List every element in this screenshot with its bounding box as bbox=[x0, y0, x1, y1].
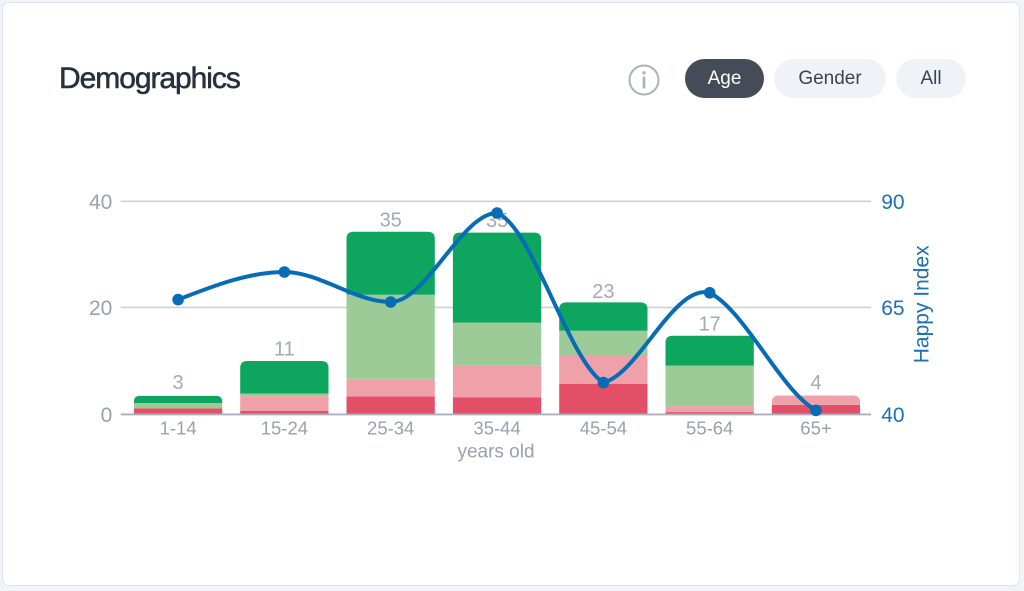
svg-text:20: 20 bbox=[89, 297, 112, 320]
svg-text:25-34: 25-34 bbox=[367, 417, 414, 438]
svg-text:1-14: 1-14 bbox=[160, 417, 197, 438]
svg-text:23: 23 bbox=[592, 281, 614, 303]
svg-text:65+: 65+ bbox=[800, 417, 831, 438]
svg-text:15-24: 15-24 bbox=[261, 417, 308, 438]
svg-text:years old: years old bbox=[457, 442, 534, 463]
svg-text:40: 40 bbox=[89, 191, 112, 214]
svg-text:3: 3 bbox=[173, 372, 184, 394]
svg-text:55-64: 55-64 bbox=[686, 417, 733, 438]
svg-text:35-44: 35-44 bbox=[473, 417, 520, 438]
svg-text:90: 90 bbox=[881, 191, 904, 214]
svg-text:4: 4 bbox=[810, 372, 821, 394]
svg-text:17: 17 bbox=[699, 313, 721, 335]
svg-text:45-54: 45-54 bbox=[580, 417, 627, 438]
svg-text:0: 0 bbox=[101, 404, 113, 427]
svg-text:40: 40 bbox=[881, 404, 904, 427]
svg-text:65: 65 bbox=[881, 297, 904, 320]
svg-text:11: 11 bbox=[274, 339, 295, 361]
svg-text:35: 35 bbox=[380, 209, 402, 231]
svg-text:Happy Index: Happy Index bbox=[911, 245, 934, 363]
